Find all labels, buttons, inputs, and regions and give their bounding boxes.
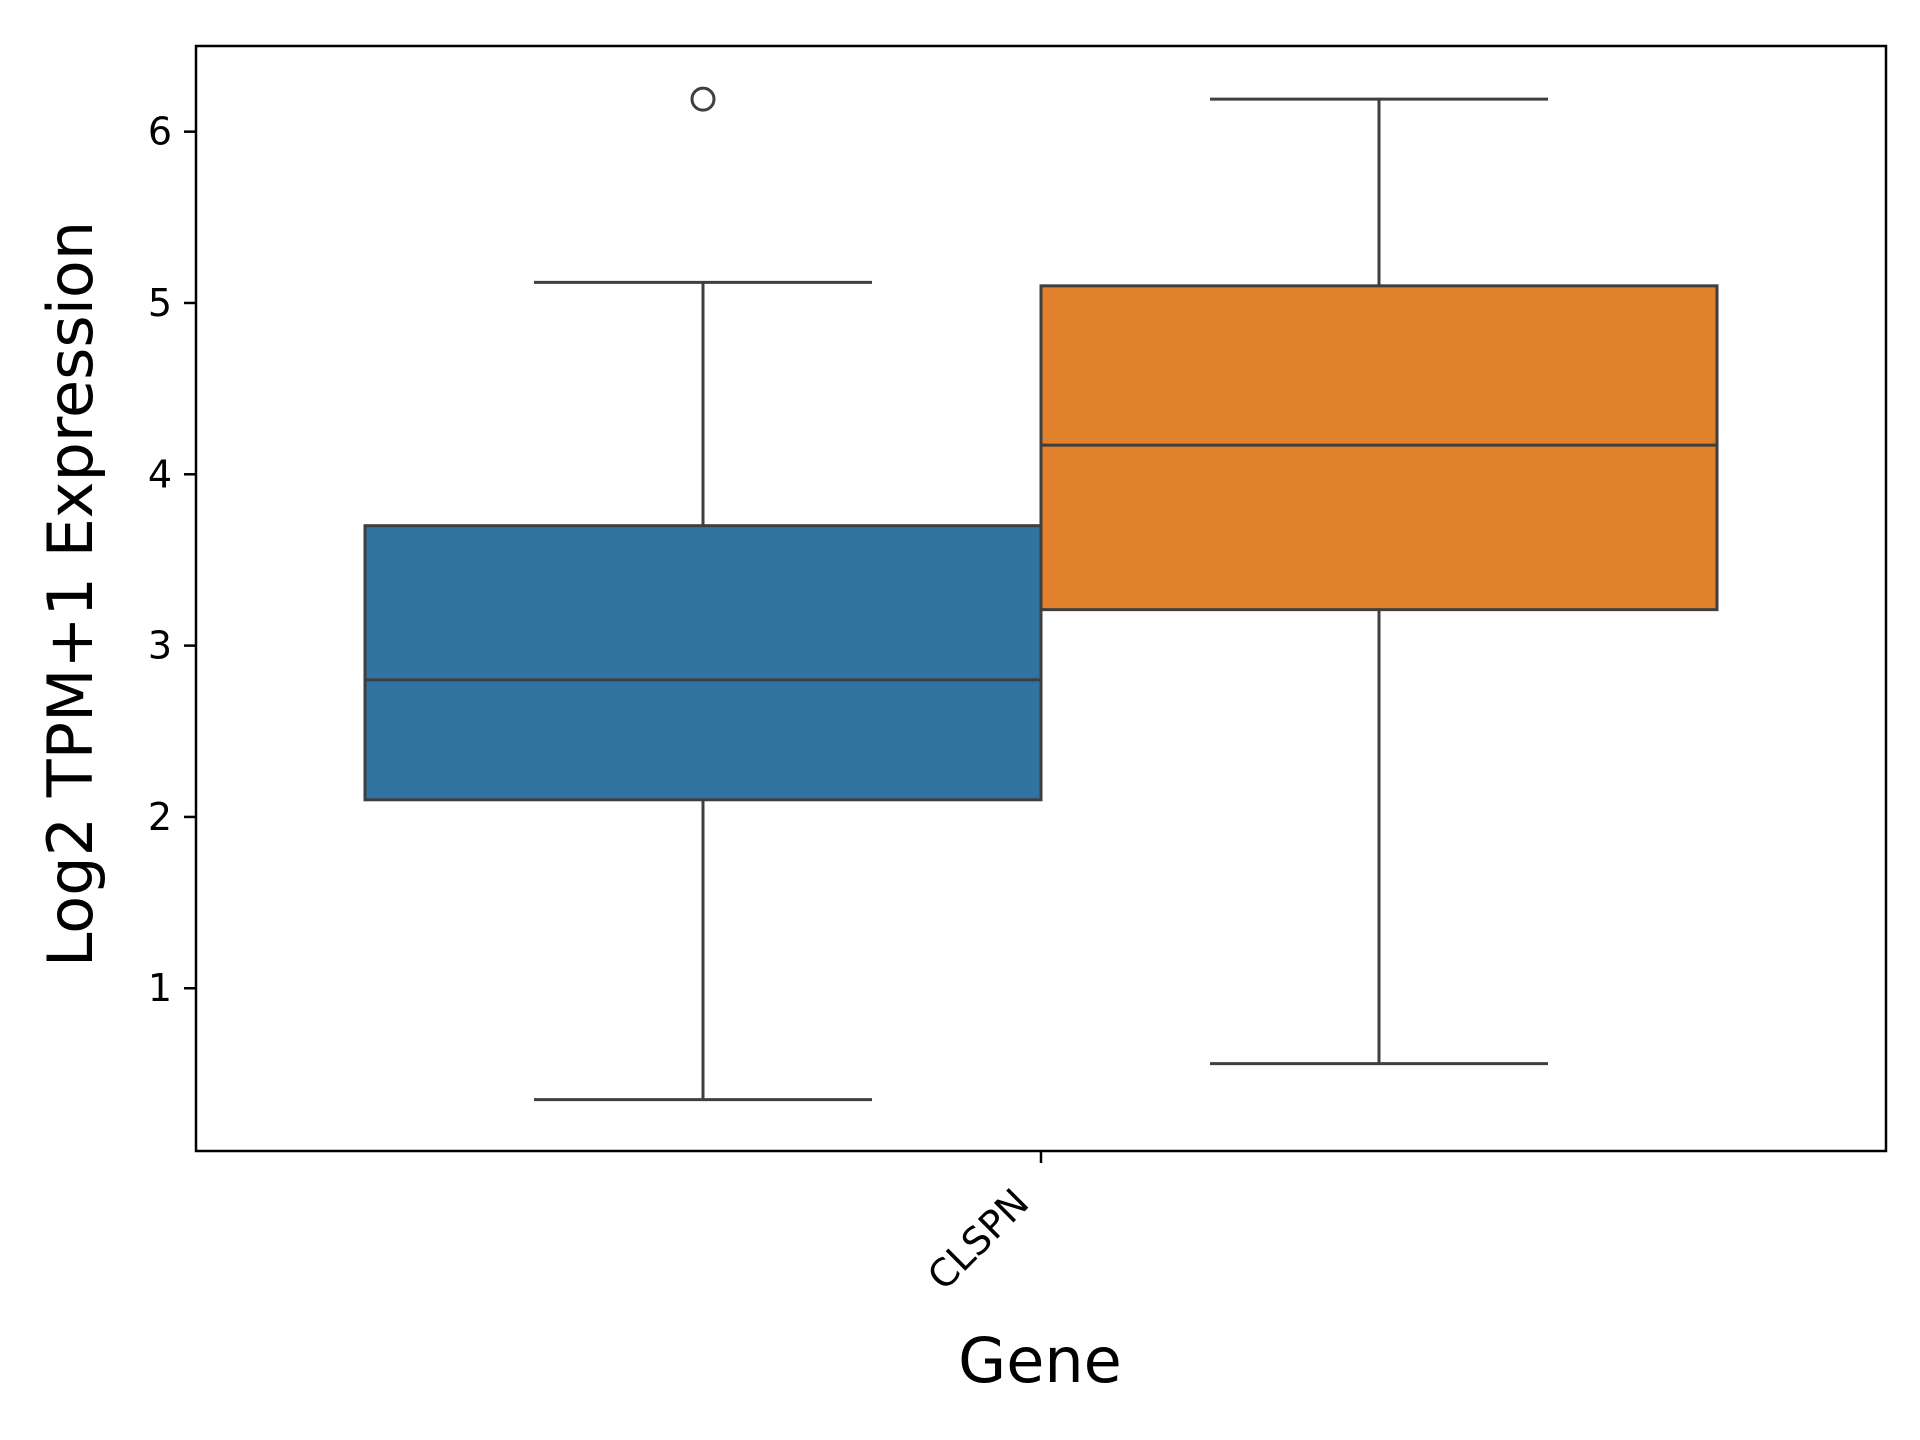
box-group-2: [1039, 97, 1719, 1066]
iqr-box: [1039, 284, 1719, 612]
plot-area: [363, 86, 1719, 1102]
y-axis-title: Log2 TPM+1 Expression: [34, 221, 107, 967]
y-tick-label: 4: [148, 452, 172, 496]
y-tick-label: 6: [148, 110, 172, 154]
y-tick-label: 2: [148, 795, 172, 839]
y-tick-label: 5: [148, 281, 172, 325]
x-axis-title: Gene: [958, 1324, 1122, 1397]
y-tick-label: 3: [148, 624, 172, 668]
x-tick-label: CLSPN: [919, 1180, 1037, 1298]
box-group-1: [363, 86, 1043, 1102]
outlier-point: [690, 86, 716, 112]
iqr-box: [363, 524, 1043, 802]
y-tick-label: 1: [148, 966, 172, 1010]
